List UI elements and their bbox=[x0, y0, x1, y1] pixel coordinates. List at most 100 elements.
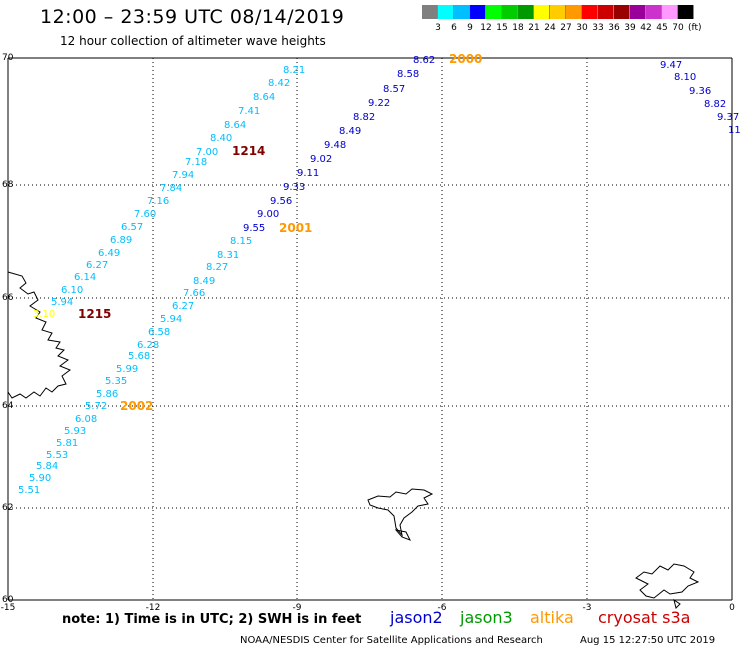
wave-height-label: 11 bbox=[728, 125, 740, 136]
wave-height-label: 6.89 bbox=[110, 235, 132, 246]
wave-height-label: 5.94 bbox=[51, 297, 73, 308]
scale-swatch bbox=[646, 5, 662, 19]
page-title: 12:00 – 23:59 UTC 08/14/2019 bbox=[40, 6, 345, 28]
wave-height-label: 6.27 bbox=[172, 301, 194, 312]
scale-label: 6 bbox=[451, 23, 457, 33]
wave-height-label: 5.53 bbox=[46, 450, 68, 461]
scale-label: 70 bbox=[672, 23, 684, 33]
wave-height-label: 7.84 bbox=[160, 183, 182, 194]
lon-tick-label: 0 bbox=[729, 603, 735, 613]
wave-height-label: 8.64 bbox=[253, 92, 275, 103]
wave-height-label: 7.60 bbox=[134, 209, 156, 220]
wave-height-label: 6.08 bbox=[75, 414, 97, 425]
wave-height-label: 9.22 bbox=[368, 98, 390, 109]
scale-label: 12 bbox=[480, 23, 492, 33]
wave-height-label: 5.81 bbox=[56, 438, 78, 449]
scale-swatch bbox=[470, 5, 486, 19]
wave-height-label: 8.82 bbox=[353, 112, 375, 123]
scale-label: 27 bbox=[560, 23, 572, 33]
lat-tick-label: 64 bbox=[2, 401, 14, 411]
wave-height-label: 9.56 bbox=[270, 196, 292, 207]
scale-label: 24 bbox=[544, 23, 556, 33]
wave-height-label: 8.49 bbox=[193, 276, 215, 287]
scale-swatch bbox=[454, 5, 470, 19]
wave-height-label: 8.64 bbox=[224, 120, 246, 131]
wave-height-label: 5.93 bbox=[64, 426, 86, 437]
page-subtitle: 12 hour collection of altimeter wave hei… bbox=[60, 34, 326, 48]
scale-swatch bbox=[534, 5, 550, 19]
wave-height-label: 9.36 bbox=[689, 86, 711, 97]
wave-height-label: 8.57 bbox=[383, 84, 405, 95]
wave-height-label: 5.86 bbox=[96, 389, 118, 400]
wave-height-label: 9.47 bbox=[660, 60, 682, 71]
wave-height-label: 5.35 bbox=[105, 376, 127, 387]
coastline-faroe-islands bbox=[367, 488, 434, 541]
pass-time-label: 2002 bbox=[120, 399, 153, 413]
lon-tick-label: -3 bbox=[583, 603, 592, 613]
coastline-shetland bbox=[635, 563, 700, 609]
scale-swatch bbox=[566, 5, 582, 19]
wave-height-label: 3.10 bbox=[33, 309, 55, 320]
wave-height-label: 8.42 bbox=[268, 78, 290, 89]
wave-height-label: 6.49 bbox=[98, 248, 120, 259]
scale-swatch bbox=[502, 5, 518, 19]
scale-swatch bbox=[614, 5, 630, 19]
scale-label: 18 bbox=[512, 23, 524, 33]
wave-height-label: 8.40 bbox=[210, 133, 232, 144]
wave-height-label: 9.48 bbox=[324, 140, 346, 151]
wave-height-label: 9.11 bbox=[297, 168, 319, 179]
lat-tick-label: 62 bbox=[2, 503, 13, 513]
scale-swatch bbox=[662, 5, 678, 19]
wave-height-label: 5.99 bbox=[116, 364, 138, 375]
pass-time-label: 1215 bbox=[78, 307, 111, 321]
pass-time-label: 1214 bbox=[232, 144, 265, 158]
wave-height-label: 9.02 bbox=[310, 154, 332, 165]
satellite-legend-item: jason2 bbox=[390, 608, 443, 627]
coastline-iceland bbox=[7, 271, 72, 399]
wave-height-label: 6.58 bbox=[148, 327, 170, 338]
scale-swatch bbox=[422, 5, 438, 19]
wave-height-label: 8.15 bbox=[230, 236, 252, 247]
note-text: note: 1) Time is in UTC; 2) SWH is in fe… bbox=[62, 612, 362, 627]
scale-swatch bbox=[438, 5, 454, 19]
pass-time-label: 2000 bbox=[449, 52, 482, 66]
scale-label: 3 bbox=[435, 23, 441, 33]
lon-tick-label: -12 bbox=[146, 603, 161, 613]
wave-height-label: 7.18 bbox=[185, 157, 207, 168]
wave-height-label: 9.00 bbox=[257, 209, 279, 220]
wave-height-label: 8.49 bbox=[339, 126, 361, 137]
scale-label: 42 bbox=[640, 23, 652, 33]
wave-height-label: 5.68 bbox=[128, 351, 150, 362]
satellite-legend-item: jason3 bbox=[460, 608, 513, 627]
wave-height-label: 5.90 bbox=[29, 473, 51, 484]
lat-tick-label: 60 bbox=[2, 595, 14, 605]
wave-height-label: 7.16 bbox=[147, 196, 169, 207]
pass-time-label: 2001 bbox=[279, 221, 312, 235]
wave-height-label: 5.51 bbox=[18, 485, 40, 496]
wave-height-label: 7.41 bbox=[238, 106, 260, 117]
wave-height-label: 5.94 bbox=[160, 314, 182, 325]
lon-tick-label: -15 bbox=[1, 603, 16, 613]
scale-swatch bbox=[630, 5, 646, 19]
wave-height-label: 8.27 bbox=[206, 262, 228, 273]
scale-label: 36 bbox=[608, 23, 620, 33]
scale-swatch bbox=[678, 5, 694, 19]
wave-height-label: 8.31 bbox=[217, 250, 239, 261]
wave-height-label: 6.10 bbox=[61, 285, 83, 296]
wave-height-label: 5.72 bbox=[85, 401, 107, 412]
wave-height-label: 8.21 bbox=[283, 65, 305, 76]
wave-height-label: 7.94 bbox=[172, 170, 194, 181]
scale-swatch bbox=[550, 5, 566, 19]
scale-unit: (ft) bbox=[688, 23, 702, 33]
lon-tick-label: -9 bbox=[293, 603, 302, 613]
lat-tick-label: 70 bbox=[2, 53, 14, 63]
credit-text: NOAA/NESDIS Center for Satellite Applica… bbox=[240, 635, 543, 646]
wave-height-label: 7.66 bbox=[183, 288, 205, 299]
scale-swatch bbox=[486, 5, 502, 19]
scale-swatch bbox=[518, 5, 534, 19]
wave-height-label: 9.37 bbox=[717, 112, 739, 123]
wave-height-label: 6.57 bbox=[121, 222, 143, 233]
generated-timestamp: Aug 15 12:27:50 UTC 2019 bbox=[580, 635, 716, 646]
